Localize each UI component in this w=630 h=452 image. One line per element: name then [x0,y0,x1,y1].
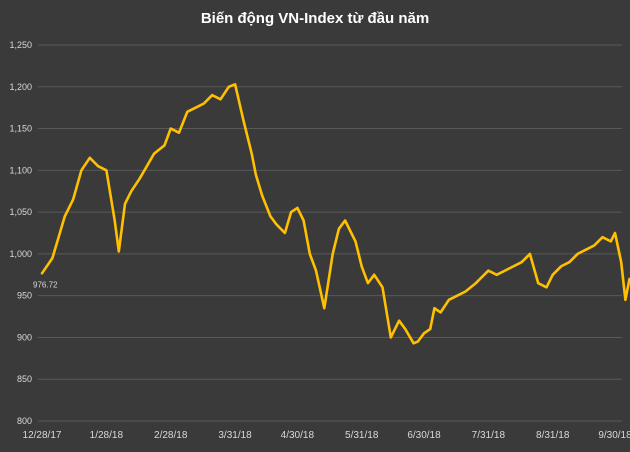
y-tick-label: 1,250 [9,40,32,50]
y-tick-label: 800 [17,416,32,426]
vn-index-line [40,83,630,345]
y-tick-label: 1,150 [9,124,32,134]
y-tick-label: 950 [17,291,32,301]
x-tick-label: 3/31/18 [218,430,252,441]
gridlines [38,44,622,422]
x-tick-label: 2/28/18 [154,430,188,441]
x-tick-label: 7/31/18 [472,430,506,441]
y-tick-label: 900 [17,332,32,342]
x-tick-label: 1/28/18 [90,430,124,441]
x-tick-label: 12/28/17 [23,430,62,441]
chart-title: Biến động VN-Index từ đầu năm [200,10,430,27]
y-tick-label: 1,000 [9,249,32,259]
y-tick-label: 850 [17,374,32,384]
y-axis-tick-labels: 800 850 900 950 1,000 1,050 1,100 1,150 1,200 1,2… [9,40,32,426]
series-layer [40,83,630,345]
x-tick-label: 9/30/18 [598,430,630,441]
start-value-label: 976.72 [33,280,58,289]
x-tick-label: 8/31/18 [536,430,570,441]
y-tick-label: 1,200 [9,82,32,92]
x-tick-label: 4/30/18 [281,430,315,441]
y-tick-label: 1,050 [9,207,32,217]
data-label-layer: 976.72 [33,280,58,289]
x-tick-label: 5/31/18 [345,430,379,441]
y-tick-label: 1,100 [9,165,32,175]
x-tick-label: 6/30/18 [407,430,441,441]
x-axis-tick-labels: 12/28/17 1/28/18 2/28/18 3/31/18 4/30/18 5/31… [23,430,630,441]
